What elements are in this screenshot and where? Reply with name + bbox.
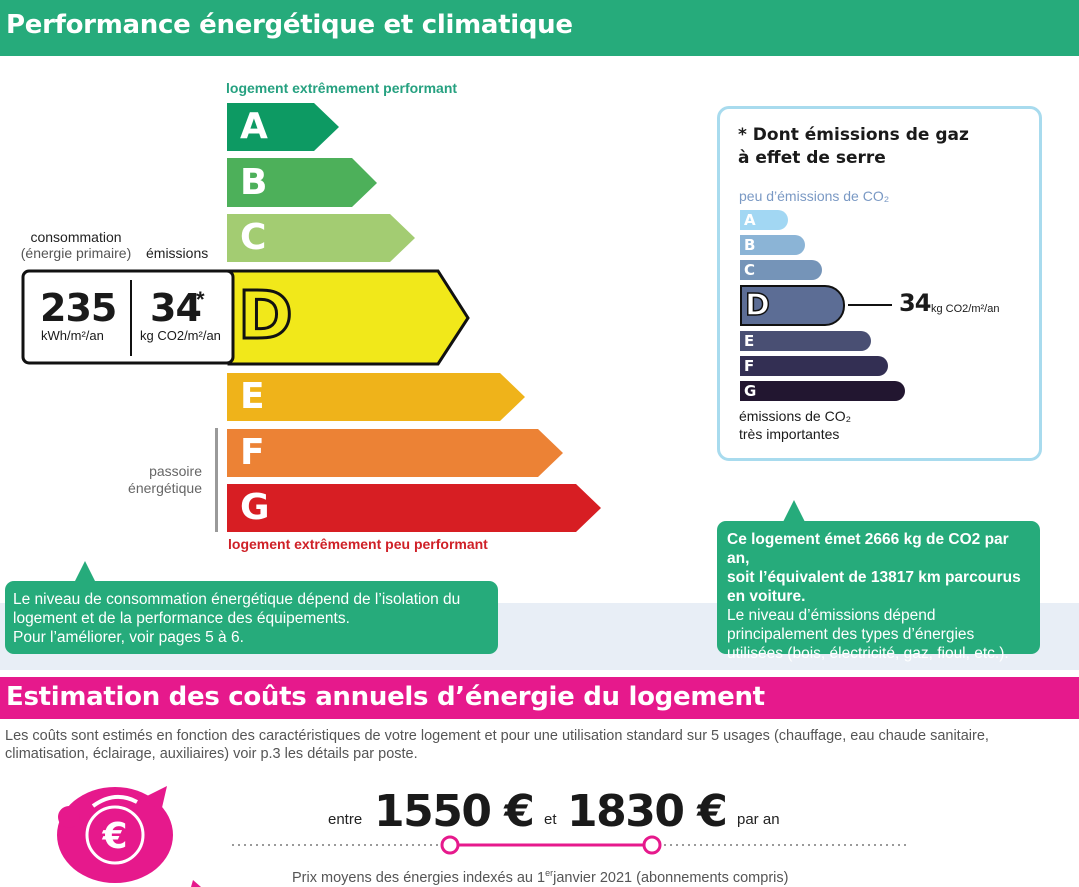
emissions-label: émissions <box>146 245 209 261</box>
ges-bar-b: B <box>740 235 805 255</box>
dpe-letter-e: E <box>240 376 265 417</box>
callout-right: Ce logement émet 2666 kg de CO2 par an, … <box>717 521 1040 662</box>
ges-unit: kg CO2/m²/an <box>931 303 1000 315</box>
ges-bottom-label: émissions de CO₂ très importantes <box>739 408 852 442</box>
dpe-arrow-g <box>227 484 601 532</box>
passoire-label: passoire énergétique <box>128 463 202 496</box>
costs-description: Les coûts sont estimés en fonction des c… <box>5 728 989 762</box>
callout-right-pointer <box>783 500 805 522</box>
piggy-bank-icon: € <box>57 786 201 887</box>
callout-left: Le niveau de consommation énergétique dé… <box>5 581 498 654</box>
dpe-letter-b: B <box>240 162 268 203</box>
costs-title: Estimation des coûts annuels d’énergie d… <box>6 682 765 712</box>
ges-bar-d: D <box>740 285 845 326</box>
dpe-arrow-b <box>227 158 377 207</box>
dpe-letter-a: A <box>240 106 268 147</box>
per-year-label: par an <box>737 811 780 828</box>
ges-bar-a: A <box>740 210 788 230</box>
dpe-arrow-e <box>227 373 525 421</box>
dpe-arrow-a <box>227 103 339 151</box>
consumption-label: consommation (énergie primaire) <box>20 229 132 261</box>
dpe-arrow-c <box>227 214 415 262</box>
dpe-bottom-label: logement extrêmement peu performant <box>228 536 488 552</box>
ges-box <box>717 106 1042 461</box>
passoire-bar <box>215 428 218 532</box>
costs-header: Estimation des coûts annuels d’énergie d… <box>0 677 1079 719</box>
ges-top-label: peu d’émissions de CO₂ <box>739 188 890 204</box>
range-min-marker <box>440 835 460 855</box>
dpe-arrow-f <box>227 429 563 477</box>
ges-value-line <box>848 304 892 306</box>
consumption-unit: kWh/m²/an <box>41 328 104 343</box>
dpe-letter-f: F <box>240 432 265 473</box>
ges-title: * Dont émissions de gaz à effet de serre <box>738 125 969 168</box>
ges-bar-f: F <box>740 356 888 376</box>
emissions-value: 34 <box>150 286 202 330</box>
dpe-letter-g: G <box>240 487 270 528</box>
cost-min: 1550 € <box>374 786 535 837</box>
between-label: entre <box>328 811 363 828</box>
price-note: Prix moyens des énergies indexés au 1erj… <box>292 868 789 886</box>
euro-symbol: € <box>101 816 127 857</box>
dpe-scale <box>21 103 601 532</box>
emissions-unit: kg CO2/m²/an <box>140 328 221 343</box>
performance-title: Performance énergétique et climatique <box>6 10 573 40</box>
callout-left-pointer <box>74 561 96 583</box>
performance-header: Performance énergétique et climatique <box>0 0 1079 56</box>
and-label: et <box>544 811 557 828</box>
ges-bar-e: E <box>740 331 871 351</box>
ges-bar-g: G <box>740 381 905 401</box>
dpe-letter-d: D <box>237 276 295 356</box>
dpe-top-label: logement extrêmement performant <box>226 80 458 96</box>
consumption-value: 235 <box>40 286 117 330</box>
dpe-letter-c: C <box>240 217 267 258</box>
range-max-marker <box>642 835 662 855</box>
cost-max: 1830 € <box>567 786 728 837</box>
consumption-box <box>21 269 235 365</box>
ges-value: 34 <box>899 289 931 317</box>
cost-range <box>232 835 910 855</box>
ges-bar-c: C <box>740 260 822 280</box>
emissions-star: * <box>196 287 205 312</box>
